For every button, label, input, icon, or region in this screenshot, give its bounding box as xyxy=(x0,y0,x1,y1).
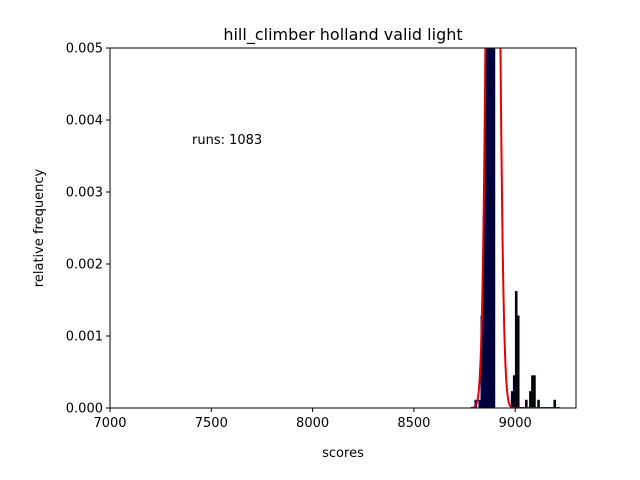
y-tick-label: 0.003 xyxy=(66,186,103,201)
y-tick-label: 0.001 xyxy=(66,330,103,345)
y-axis-ticks: 0.000 0.001 0.002 0.003 0.004 0.005 xyxy=(66,42,110,417)
y-tick-label: 0.002 xyxy=(66,258,103,273)
histogram-bar xyxy=(533,375,536,408)
histogram-bar xyxy=(478,399,482,408)
y-tick-label: 0.004 xyxy=(66,114,103,129)
x-tick-label: 9000 xyxy=(499,416,532,431)
histogram-bar xyxy=(516,315,520,408)
x-tick-label: 7500 xyxy=(195,416,228,431)
histogram-bar xyxy=(488,48,492,408)
histogram-bar xyxy=(492,48,496,408)
chart-title: hill_climber holland valid light xyxy=(223,25,462,45)
histogram-bar xyxy=(490,48,494,408)
histogram-bar xyxy=(525,399,528,408)
histogram-bar xyxy=(531,375,534,408)
histogram-bar xyxy=(529,391,532,408)
x-tick-label: 8000 xyxy=(296,416,329,431)
run-count-annotation: runs: 1083 xyxy=(192,133,262,148)
histogram-bar xyxy=(553,399,557,408)
x-tick-label: 7000 xyxy=(93,416,126,431)
x-axis-ticks: 7000 7500 8000 8500 9000 xyxy=(93,408,532,431)
y-axis-label: relative frequency xyxy=(32,169,47,288)
histogram-bars xyxy=(474,48,557,408)
plot-frame xyxy=(109,47,577,409)
y-tick-label: 0.000 xyxy=(66,402,103,417)
histogram-bar xyxy=(514,291,518,408)
y-tick-label: 0.005 xyxy=(66,42,103,57)
x-tick-label: 8500 xyxy=(397,416,430,431)
histogram-bar xyxy=(512,375,516,408)
x-axis-label: scores xyxy=(322,446,364,461)
histogram-bar xyxy=(486,48,490,408)
histogram-bar xyxy=(537,399,540,408)
histogram-bar xyxy=(510,391,514,408)
